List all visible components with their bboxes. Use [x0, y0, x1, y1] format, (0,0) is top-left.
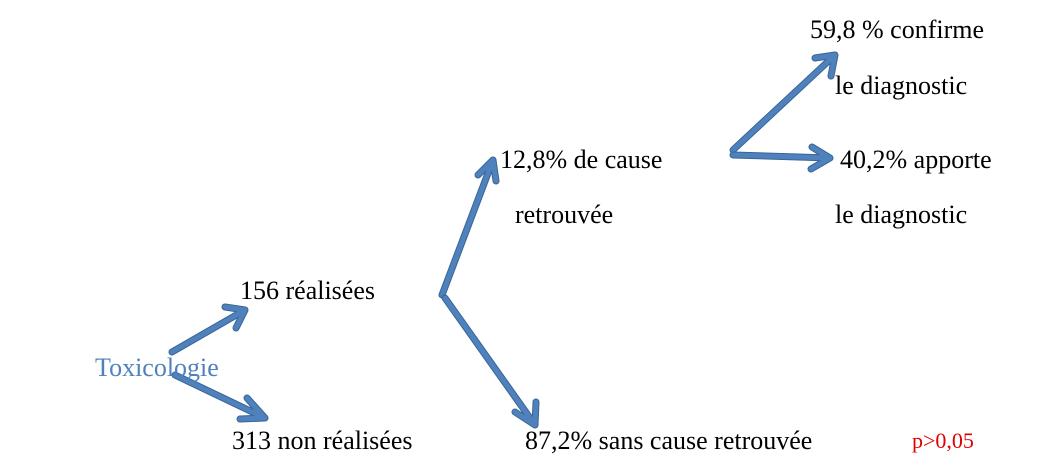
node-label: 156 réalisées: [240, 276, 375, 305]
node-label: retrouvée: [515, 200, 613, 229]
arrow: [729, 51, 839, 154]
arrow: [438, 156, 500, 299]
arrow: [441, 294, 540, 429]
node-label: le diagnostic: [835, 71, 967, 100]
root-label: Toxicologie: [95, 353, 219, 382]
arrow: [729, 143, 834, 173]
annotation: p>0,05: [912, 428, 974, 453]
arrow: [168, 303, 249, 356]
arrow: [171, 371, 269, 423]
node-label: 59,8 % confirme: [810, 15, 984, 44]
node-label: 12,8% de cause: [500, 145, 662, 174]
arrows: [168, 51, 839, 429]
node-label: 313 non réalisées: [232, 426, 413, 455]
node-label: 87,2% sans cause retrouvée: [525, 426, 812, 455]
node-label: 40,2% apporte: [840, 145, 992, 174]
node-label: le diagnostic: [835, 200, 967, 229]
